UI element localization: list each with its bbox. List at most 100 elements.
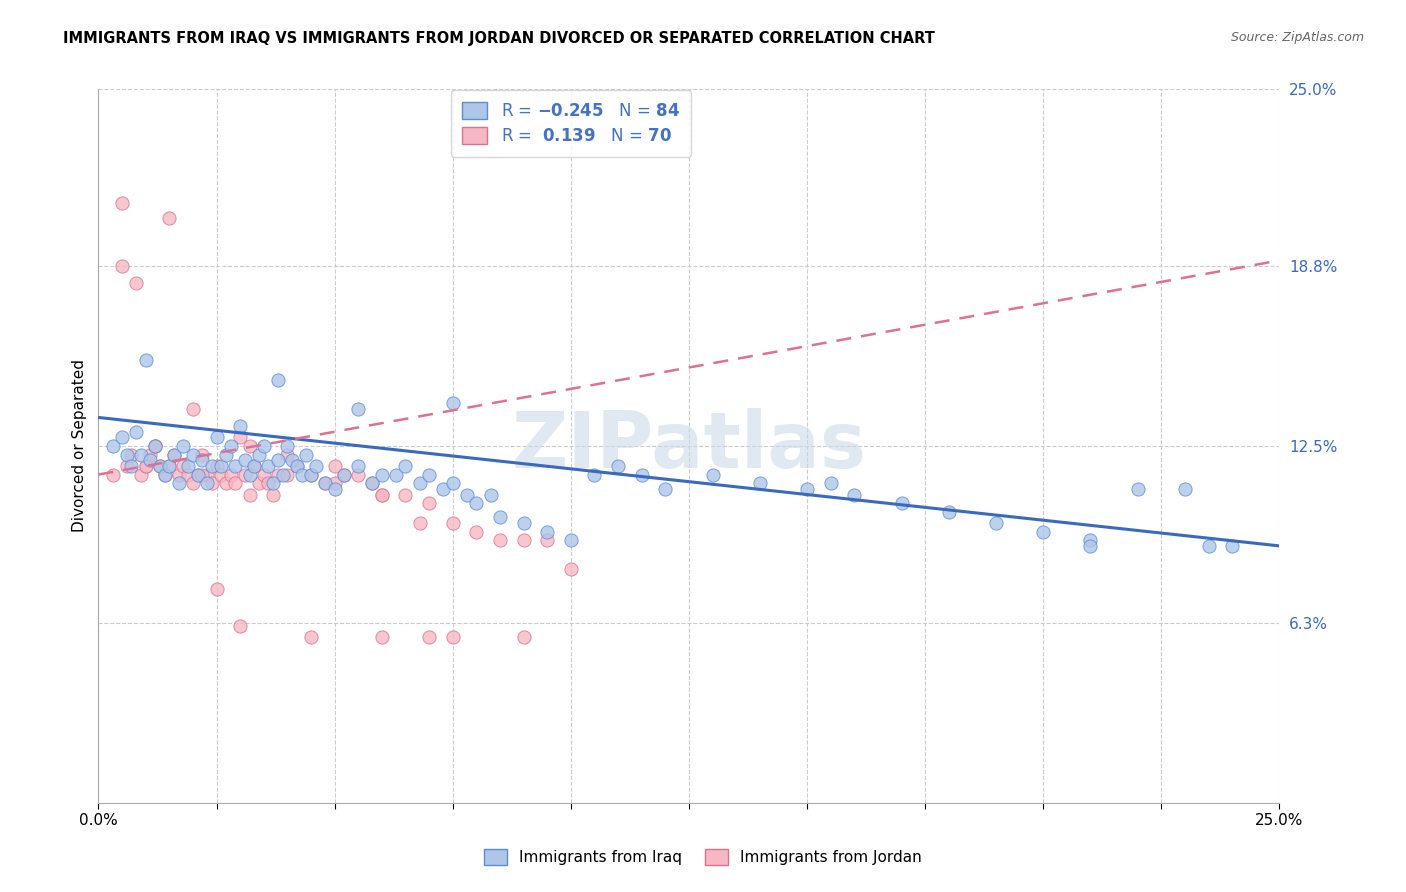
Point bbox=[1032, 524, 1054, 539]
Point bbox=[394, 487, 416, 501]
Point bbox=[276, 448, 298, 462]
Point bbox=[281, 453, 304, 467]
Point bbox=[323, 458, 346, 473]
Point bbox=[394, 458, 416, 473]
Point bbox=[149, 458, 172, 473]
Point bbox=[205, 458, 228, 473]
Point bbox=[432, 482, 454, 496]
Point bbox=[285, 458, 308, 473]
Point bbox=[253, 439, 276, 453]
Point bbox=[441, 516, 464, 530]
Point bbox=[418, 467, 440, 482]
Point bbox=[418, 630, 440, 644]
Point bbox=[257, 476, 280, 491]
Point bbox=[111, 430, 134, 444]
Point bbox=[191, 467, 214, 482]
Point bbox=[115, 448, 138, 462]
Point bbox=[408, 516, 430, 530]
Point bbox=[820, 476, 842, 491]
Point bbox=[163, 448, 186, 462]
Point bbox=[323, 482, 346, 496]
Point bbox=[299, 467, 322, 482]
Point bbox=[465, 496, 488, 510]
Point bbox=[195, 476, 218, 491]
Point bbox=[512, 630, 534, 644]
Y-axis label: Divorced or Separated: Divorced or Separated bbox=[72, 359, 87, 533]
Point bbox=[149, 458, 172, 473]
Point bbox=[224, 476, 246, 491]
Point bbox=[172, 439, 194, 453]
Point bbox=[181, 476, 204, 491]
Point bbox=[115, 458, 138, 473]
Point bbox=[181, 448, 204, 462]
Point bbox=[796, 482, 818, 496]
Point bbox=[172, 458, 194, 473]
Point bbox=[1080, 539, 1102, 553]
Point bbox=[583, 467, 606, 482]
Point bbox=[418, 496, 440, 510]
Point bbox=[239, 487, 262, 501]
Point bbox=[441, 396, 464, 410]
Point bbox=[205, 582, 228, 596]
Point bbox=[271, 467, 294, 482]
Point bbox=[347, 401, 370, 416]
Point bbox=[191, 453, 214, 467]
Point bbox=[101, 439, 124, 453]
Text: IMMIGRANTS FROM IRAQ VS IMMIGRANTS FROM JORDAN DIVORCED OR SEPARATED CORRELATION: IMMIGRANTS FROM IRAQ VS IMMIGRANTS FROM … bbox=[63, 31, 935, 46]
Point bbox=[243, 458, 266, 473]
Point bbox=[224, 458, 246, 473]
Point bbox=[371, 630, 394, 644]
Point bbox=[299, 467, 322, 482]
Point bbox=[187, 467, 209, 482]
Point bbox=[305, 458, 328, 473]
Point bbox=[267, 373, 290, 387]
Point bbox=[191, 448, 214, 462]
Point bbox=[167, 467, 190, 482]
Point bbox=[361, 476, 384, 491]
Point bbox=[536, 533, 558, 548]
Point bbox=[143, 439, 166, 453]
Point bbox=[129, 448, 152, 462]
Point bbox=[560, 533, 582, 548]
Point bbox=[247, 448, 270, 462]
Point bbox=[1198, 539, 1220, 553]
Point bbox=[229, 419, 252, 434]
Point bbox=[157, 458, 180, 473]
Point bbox=[1174, 482, 1197, 496]
Point bbox=[135, 458, 157, 473]
Text: ZIPatlas: ZIPatlas bbox=[512, 408, 866, 484]
Point bbox=[262, 487, 284, 501]
Point bbox=[129, 467, 152, 482]
Point bbox=[347, 458, 370, 473]
Point bbox=[163, 448, 186, 462]
Point bbox=[512, 533, 534, 548]
Point bbox=[512, 516, 534, 530]
Point bbox=[1126, 482, 1149, 496]
Point bbox=[489, 510, 512, 524]
Point bbox=[267, 467, 290, 482]
Point bbox=[201, 476, 224, 491]
Point bbox=[243, 458, 266, 473]
Point bbox=[121, 458, 143, 473]
Point bbox=[239, 439, 262, 453]
Point bbox=[187, 467, 209, 482]
Point bbox=[209, 458, 232, 473]
Point bbox=[371, 487, 394, 501]
Point bbox=[253, 467, 276, 482]
Point bbox=[139, 448, 162, 462]
Point bbox=[276, 467, 298, 482]
Point bbox=[125, 425, 148, 439]
Point bbox=[314, 476, 336, 491]
Point bbox=[371, 487, 394, 501]
Point bbox=[560, 562, 582, 576]
Point bbox=[157, 458, 180, 473]
Point bbox=[748, 476, 770, 491]
Point bbox=[299, 630, 322, 644]
Text: Source: ZipAtlas.com: Source: ZipAtlas.com bbox=[1230, 31, 1364, 45]
Point bbox=[290, 467, 312, 482]
Point bbox=[233, 467, 256, 482]
Point bbox=[205, 430, 228, 444]
Point bbox=[177, 458, 200, 473]
Point bbox=[233, 453, 256, 467]
Point bbox=[536, 524, 558, 539]
